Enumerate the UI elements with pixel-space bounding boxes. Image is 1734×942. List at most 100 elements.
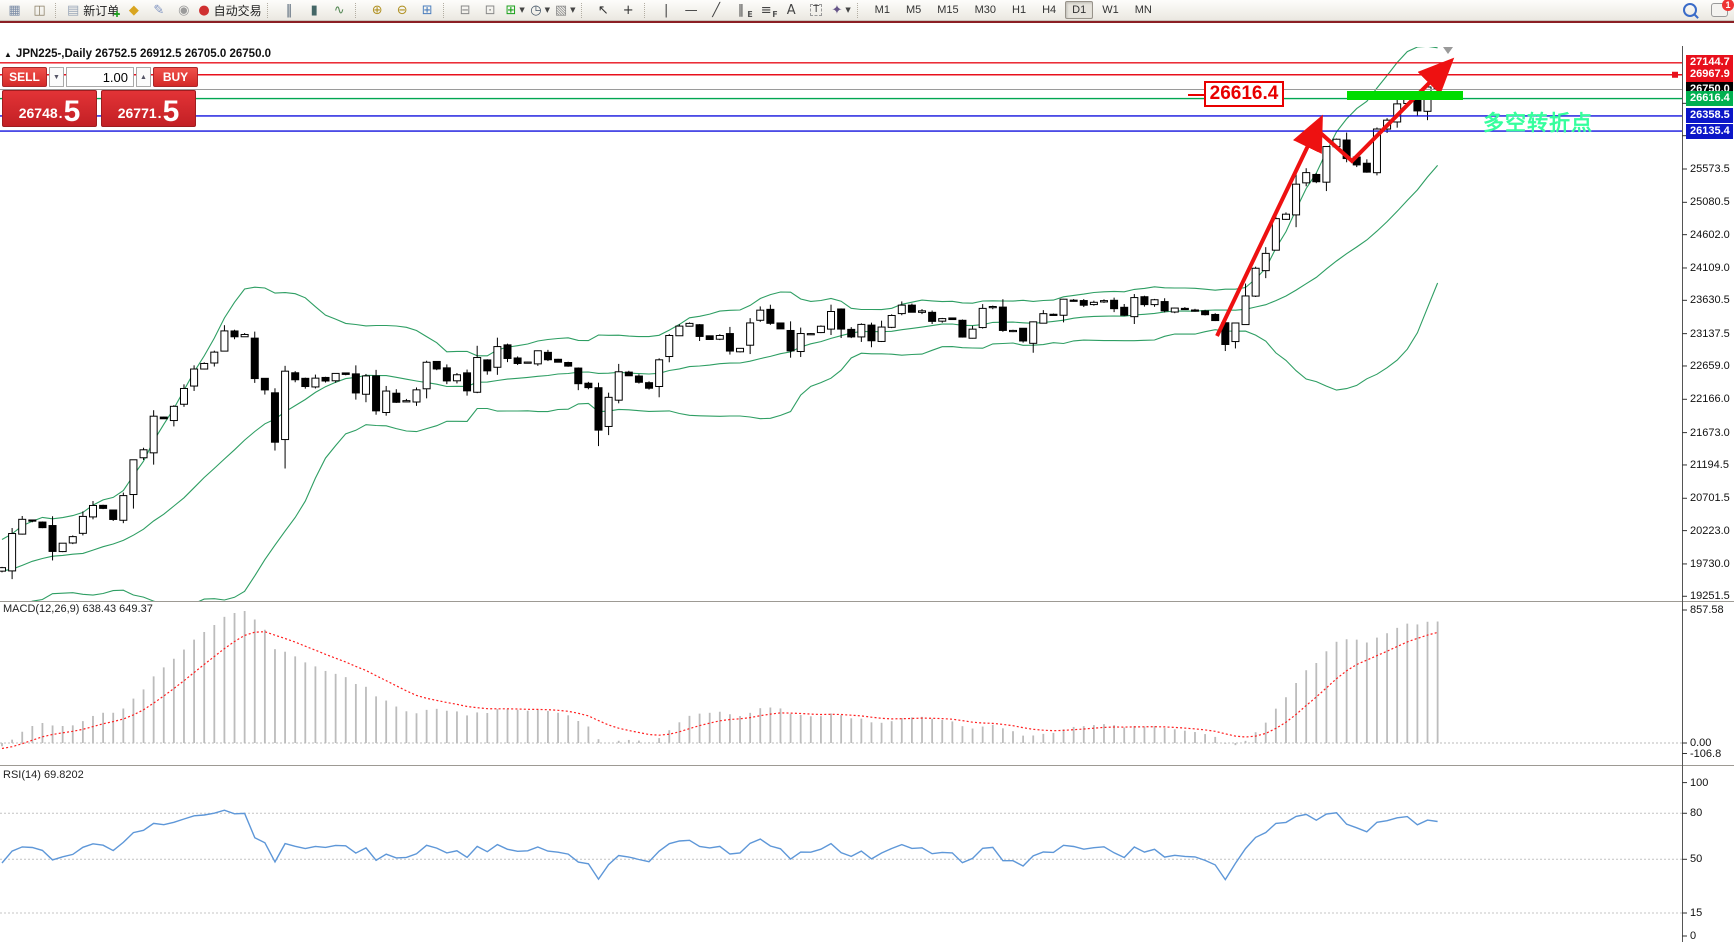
horizontal-line-tool[interactable]: — [680, 0, 703, 20]
dropdown-caret-icon[interactable]: ▼ [519, 6, 525, 14]
zoom-out-icon: ⊖ [396, 2, 408, 18]
candlestick-chart-icon[interactable]: ▮ [303, 0, 326, 20]
timeframe-d1[interactable]: D1 [1065, 1, 1094, 19]
candlestick-series [0, 85, 1442, 580]
sell-price[interactable]: 26748. 5 [2, 90, 97, 127]
notification-badge: 1 [1722, 0, 1734, 11]
price-tag: 26616.4 [1686, 91, 1733, 106]
trend-arrow-up-1[interactable] [1215, 114, 1323, 337]
trendline-tool: ╱ [712, 2, 721, 18]
bar-chart-icon[interactable]: ‖ [278, 0, 301, 20]
new-order-button: ▤ [67, 2, 80, 18]
rsi-indicator-label: RSI(14) 69.8202 [3, 769, 84, 781]
timeframe-h1[interactable]: H1 [1012, 4, 1027, 16]
channel-tool[interactable]: ∥ E [737, 2, 753, 19]
macd-panel [0, 611, 1682, 750]
tile-windows-icon[interactable]: ⊞ [416, 0, 439, 20]
price-tick-label: 0 [1690, 930, 1697, 942]
indicator-window-icon[interactable]: ⊡ [479, 0, 502, 20]
buy-price[interactable]: 26771. 5 [101, 90, 196, 127]
main-chart-panel [0, 47, 1442, 601]
new-order-button[interactable]: ▤ ✚ 新订单 [67, 2, 121, 19]
timeframe-m5[interactable]: M5 [905, 4, 922, 16]
zoom-in-icon[interactable]: ⊕ [366, 0, 389, 20]
macd-histogram [1, 611, 1439, 747]
indicator-list-icon[interactable]: ⊟ [454, 0, 477, 20]
dropdown-caret-icon[interactable]: ▼ [845, 6, 851, 14]
timeframe-h4[interactable]: H4 [1042, 4, 1057, 16]
price-tick-label: 857.58 [1690, 604, 1724, 616]
periods-button[interactable]: ◷ ▼ [529, 0, 552, 20]
macd-signal-line [1, 631, 1438, 750]
toolbar-separator [856, 2, 863, 18]
price-tick-label: 19730.0 [1690, 557, 1730, 570]
volume-increase-button[interactable]: ▲ [136, 67, 151, 87]
price-tag: 27144.7 [1686, 55, 1733, 71]
templates-button[interactable]: ▧ ▼ [554, 0, 577, 20]
line-chart-icon[interactable]: ∿ [328, 0, 351, 20]
dropdown-caret-icon[interactable]: ▼ [570, 6, 576, 14]
level-annotation-box[interactable]: 26616.4 [1204, 81, 1284, 107]
toolbar-separator [643, 2, 650, 18]
timeframe-m30[interactable]: M30 [974, 4, 997, 16]
note-text[interactable]: 多空转折点 [1483, 112, 1593, 135]
new-chart-icon[interactable]: ▦ [3, 0, 26, 20]
add-indicator-button: ⊞ [505, 2, 517, 18]
price-tick-label: 25080.5 [1690, 196, 1730, 209]
toolbar-separator [354, 2, 361, 18]
broadcast-icon[interactable]: ◉ [172, 0, 195, 20]
toolbar-separator [266, 2, 273, 18]
zoom-out-icon[interactable]: ⊖ [391, 0, 414, 20]
volume-decrease-button[interactable]: ▼ [49, 67, 64, 87]
sell-button[interactable]: SELL [2, 67, 47, 87]
trendline-tool[interactable]: ╱ [705, 0, 728, 20]
volume-input[interactable]: 1.00 [66, 67, 134, 87]
price-tick-label: 22659.0 [1690, 359, 1730, 372]
fibonacci-tool[interactable]: ≡ F [760, 2, 778, 19]
arrows-tool[interactable]: ✦ ▼ [830, 0, 853, 20]
support-highlight-bar[interactable] [1347, 91, 1463, 100]
autotrading-button[interactable]: ● 自动交易 [197, 0, 262, 20]
line-chart-icon: ∿ [333, 2, 345, 18]
chat-icon[interactable]: 1 [1711, 0, 1734, 17]
buy-button[interactable]: BUY [153, 67, 198, 87]
bar-chart-icon: ‖ [285, 2, 293, 18]
periods-button: ◷ [530, 2, 542, 18]
price-tag: 26358.5 [1686, 108, 1733, 124]
autotrading-button-label: 自动交易 [213, 3, 262, 18]
indicator-list-icon: ⊟ [459, 2, 471, 18]
indicator-window-icon: ⊡ [484, 2, 496, 18]
chart-shift-marker [1443, 47, 1453, 54]
search-icon[interactable] [1683, 3, 1697, 17]
add-indicator-button[interactable]: ⊞ ▼ [504, 0, 527, 20]
timeframe-m15[interactable]: M15 [937, 4, 959, 16]
cursor-tool[interactable]: ↖ [592, 0, 615, 20]
one-click-trading-panel: SELL ▼ 1.00 ▲ BUY 26748. 5 26771. 5 [2, 67, 198, 127]
profiles-icon[interactable]: ◫ [28, 0, 51, 20]
price-tick-label: 21194.5 [1690, 458, 1729, 471]
metaeditor-icon[interactable]: ◆ [122, 0, 145, 20]
horizontal-line-tool: — [684, 2, 698, 18]
timeframe-m1[interactable]: M1 [874, 4, 890, 16]
label-tool[interactable]: T [805, 0, 828, 20]
fibonacci-tool: ≡ [760, 2, 772, 18]
line-anchor-marker [1672, 71, 1678, 78]
broadcast-icon: ◉ [178, 2, 190, 18]
price-tick-label: 19251.5 [1690, 590, 1730, 603]
zoom-in-icon: ⊕ [371, 2, 383, 18]
dropdown-caret-icon[interactable]: ▼ [544, 6, 551, 14]
vertical-line-tool[interactable]: | [655, 0, 678, 20]
chart-plot[interactable] [0, 23, 1734, 942]
collapse-icon[interactable]: ▲ [4, 50, 12, 59]
crosshair-tool: + [622, 2, 634, 18]
autotrading-button: ● [198, 2, 210, 18]
timeframe-buttons: M1 M5 M15 M30 H1 H4 D1 W1 MN [867, 1, 1160, 19]
timeframe-w1[interactable]: W1 [1102, 4, 1119, 16]
toolbar: ▦ ◫ ▤ ✚ 新订单 ◆ ✎ ◉ ● 自动交易 ‖ ▮ ∿ ⊕ ⊖ ⊞ ⊟ ⊡ ⊞ ▼ ◷ ▼ ▧ ▼ ↖ + | — ╱ ∥ E ≡ F A T… [0, 0, 1734, 21]
price-tick-label: 22166.0 [1690, 393, 1730, 406]
crosshair-tool[interactable]: + [617, 0, 640, 20]
timeframe-mn[interactable]: MN [1134, 4, 1152, 16]
script-icon[interactable]: ✎ [147, 0, 170, 20]
text-tool[interactable]: A [780, 0, 803, 20]
